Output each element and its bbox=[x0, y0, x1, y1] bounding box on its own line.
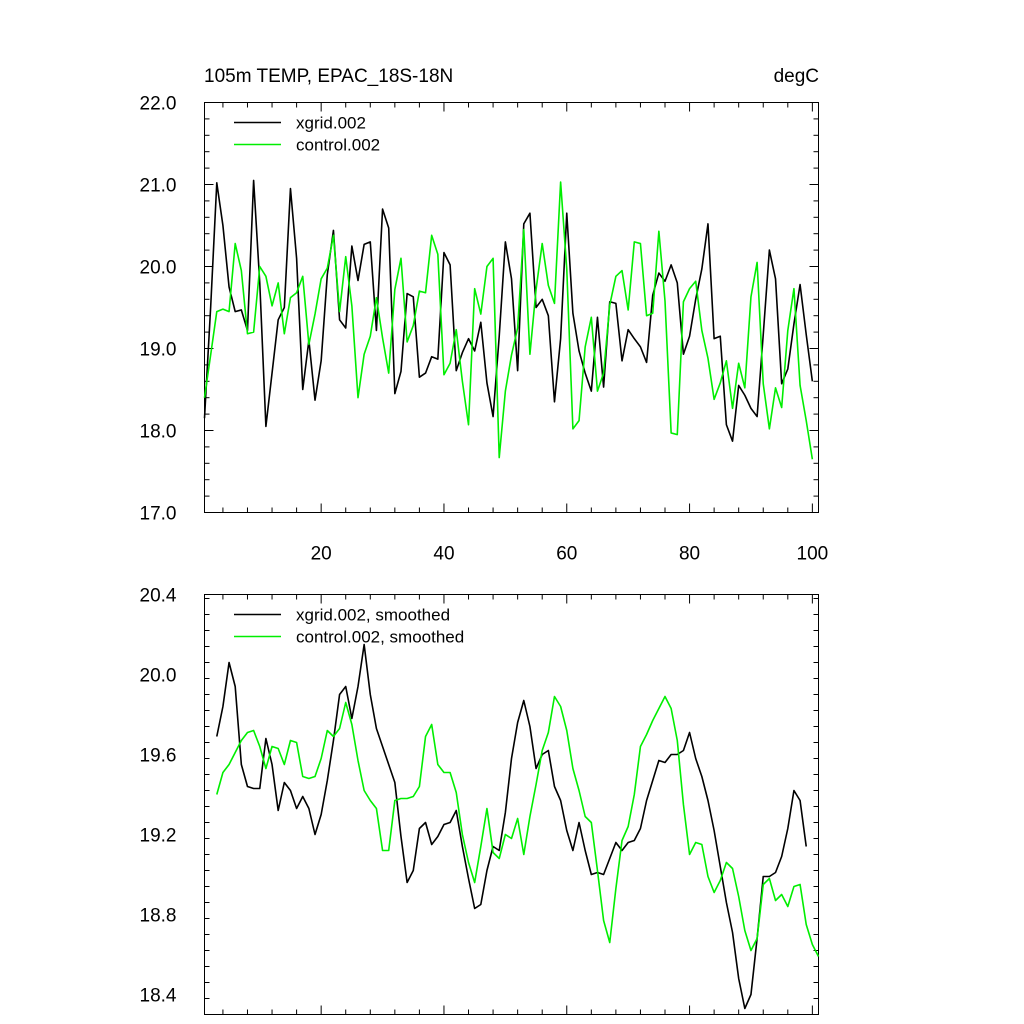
legend-label: xgrid.002, smoothed bbox=[296, 606, 450, 625]
x-tick-label: 40 bbox=[433, 544, 454, 565]
series-line bbox=[215, 643, 808, 1010]
legend-label: control.002, smoothed bbox=[296, 628, 464, 647]
plot-frame bbox=[204, 102, 819, 513]
x-tick-label: 60 bbox=[556, 544, 577, 565]
y-tick-label: 18.4 bbox=[140, 986, 177, 1007]
y-tick-label: 20.0 bbox=[140, 258, 177, 279]
tick-group: 18.4 18.8 19.2 19.6 20.0 20.4 bbox=[140, 586, 819, 1015]
legend-label: xgrid.002 bbox=[296, 114, 366, 133]
legend: xgrid.002 control.002 bbox=[234, 114, 380, 155]
y-tick-label: 18.0 bbox=[140, 422, 177, 443]
chart-units: degC bbox=[774, 66, 819, 87]
series-line bbox=[203, 179, 814, 442]
x-tick-label: 80 bbox=[679, 544, 700, 565]
y-tick-label: 19.2 bbox=[140, 826, 177, 847]
x-tick-label: 100 bbox=[797, 544, 829, 565]
y-tick-label: 21.0 bbox=[140, 176, 177, 197]
plot-frame bbox=[204, 594, 819, 1015]
y-tick-label: 19.0 bbox=[140, 340, 177, 361]
series-line bbox=[203, 181, 814, 460]
tick-group: 17.0 18.0 19.0 20.0 21.0 22.0 20 40 60 80 100 bbox=[140, 94, 829, 565]
y-tick-label: 19.6 bbox=[140, 746, 177, 767]
x-tick-label: 20 bbox=[311, 544, 332, 565]
y-tick-label: 22.0 bbox=[140, 94, 177, 115]
series-line bbox=[216, 695, 820, 957]
series-group bbox=[203, 179, 814, 460]
y-tick-label: 20.4 bbox=[140, 586, 177, 607]
y-tick-label: 18.8 bbox=[140, 906, 177, 927]
legend-label: control.002 bbox=[296, 136, 380, 155]
top-chart: 105m TEMP, EPAC_18S-18N degC 17.0 18.0 19.… bbox=[140, 66, 829, 565]
bottom-chart: 18.4 18.8 19.2 19.6 20.0 20.4 xgrid.002, smoo… bbox=[140, 586, 820, 1015]
chart-title: 105m TEMP, EPAC_18S-18N bbox=[204, 66, 453, 87]
y-tick-label: 17.0 bbox=[140, 504, 177, 525]
series-group bbox=[215, 643, 820, 1010]
legend: xgrid.002, smoothed control.002, smoothed bbox=[234, 606, 464, 647]
y-tick-label: 20.0 bbox=[140, 666, 177, 687]
